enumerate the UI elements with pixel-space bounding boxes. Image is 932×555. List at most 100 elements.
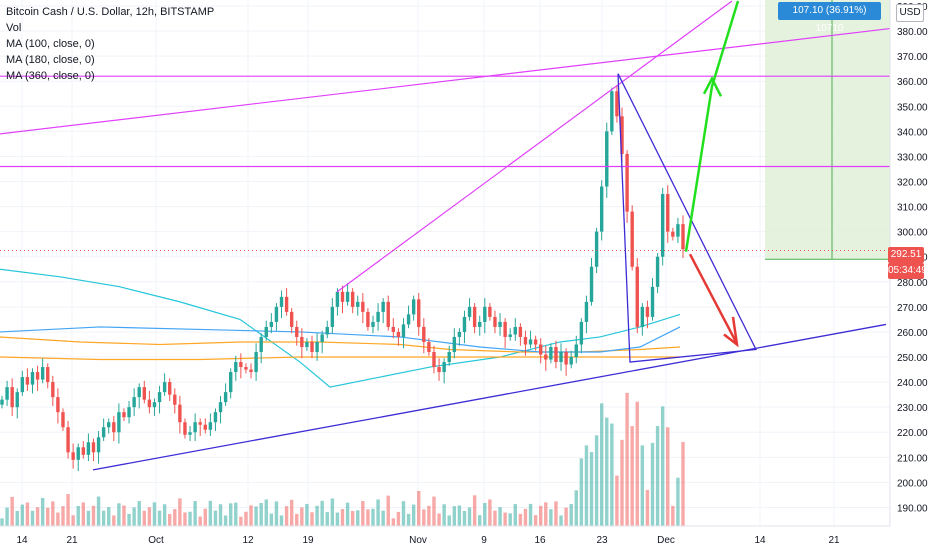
volume-bar: [132, 507, 136, 526]
volume-bar: [432, 496, 436, 526]
candle-body: [630, 211, 634, 267]
volume-bar: [457, 505, 462, 526]
volume-bar: [437, 513, 441, 526]
y-tick-label: 280.00: [897, 278, 928, 289]
volume-bar: [173, 509, 177, 526]
x-tick-label: Oct: [148, 535, 164, 546]
candle-body: [417, 299, 421, 327]
candle-body: [81, 447, 86, 455]
currency-button[interactable]: USD: [896, 4, 924, 22]
candle-body: [493, 316, 497, 327]
y-tick-label: 320.00: [897, 178, 928, 189]
candle-body: [488, 306, 492, 317]
volume-bar: [610, 423, 614, 526]
volume-bar: [81, 502, 86, 526]
candle-body: [452, 336, 457, 353]
bullish-arrow-head: [702, 76, 723, 97]
volume-bar: [533, 515, 538, 526]
candle-body: [386, 301, 390, 327]
candle-body: [40, 367, 45, 380]
candle-body: [274, 306, 279, 322]
candle-body: [289, 311, 294, 327]
volume-bar: [320, 500, 324, 526]
candle-body: [345, 291, 350, 302]
volume-bar: [564, 507, 568, 526]
volume-bar: [528, 503, 533, 526]
volume-bar: [554, 501, 558, 526]
volume-bar: [76, 506, 80, 526]
candle-body: [335, 291, 340, 307]
ma360-line: [0, 356, 680, 361]
candle-body: [315, 341, 319, 353]
volume-bar: [676, 477, 680, 526]
candle-body: [589, 266, 594, 302]
y-tick-label: 220.00: [897, 428, 928, 439]
candle-body: [15, 392, 19, 408]
volume-bar: [5, 507, 9, 526]
volume-bar: [162, 504, 167, 526]
candle-body: [51, 382, 55, 398]
y-tick-label: 350.00: [897, 102, 928, 113]
candle-body: [157, 392, 162, 403]
candle-body: [5, 387, 9, 400]
volume-bar: [183, 512, 187, 526]
candle-body: [544, 354, 548, 360]
candle-body: [361, 301, 365, 312]
candle-body: [620, 116, 624, 154]
candle-body: [300, 336, 304, 347]
candle-body: [554, 346, 558, 363]
volume-bar: [254, 506, 258, 526]
volume-bar: [356, 510, 360, 526]
candle-body: [218, 402, 223, 413]
volume-bar: [615, 475, 619, 526]
legend-ma100: MA (100, close, 0): [6, 38, 95, 50]
y-tick-label: 270.00: [897, 303, 928, 314]
volume-bar: [350, 510, 355, 526]
legend-ma360: MA (360, close, 0): [6, 70, 95, 82]
volume-bar: [498, 507, 502, 526]
volume-bar: [56, 512, 60, 526]
candle-body: [681, 224, 685, 250]
candle-body: [20, 377, 25, 393]
candle-body: [320, 334, 324, 342]
volume-bar: [645, 489, 650, 526]
volume-bar: [401, 501, 406, 526]
volume-bar: [30, 510, 35, 526]
volume-bar: [640, 445, 645, 526]
candle-body: [645, 306, 650, 317]
candle-body: [91, 442, 96, 453]
candle-body: [671, 231, 675, 237]
volume-bar: [447, 515, 451, 526]
candle-body: [142, 387, 146, 400]
candle-body: [564, 352, 568, 365]
volume-bar: [208, 500, 213, 526]
volume-bar: [655, 426, 660, 526]
candle-body: [660, 194, 665, 257]
candle-body: [376, 311, 380, 322]
volume-bar: [345, 502, 350, 526]
long-position-zone: [765, 0, 890, 260]
volume-bar: [452, 506, 457, 526]
volume-bar: [249, 505, 253, 526]
volume-bar: [178, 498, 182, 526]
y-tick-label: 200.00: [897, 478, 928, 489]
volume-bar: [157, 510, 162, 526]
volume-bar: [0, 518, 4, 526]
volume-bar: [142, 510, 146, 526]
candle-body: [605, 131, 609, 187]
candle-body: [152, 402, 157, 408]
y-tick-label: 300.00: [897, 228, 928, 239]
volume-bar: [269, 513, 274, 526]
y-tick-label: 380.00: [897, 27, 928, 38]
volume-bar: [300, 507, 304, 526]
candle-body: [193, 422, 197, 433]
volume-bar: [513, 504, 517, 526]
candle-body: [86, 442, 91, 455]
volume-bar: [671, 505, 675, 526]
x-tick-label: 21: [66, 535, 78, 546]
candle-body: [264, 326, 268, 337]
candle-body: [25, 377, 30, 385]
candle-body: [478, 321, 482, 327]
